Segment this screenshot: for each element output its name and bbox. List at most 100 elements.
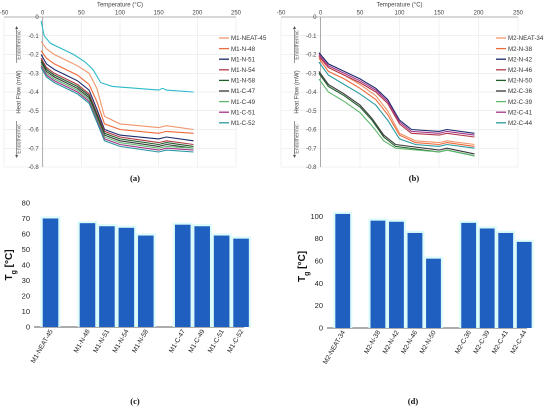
- series-line: [40, 50, 194, 134]
- y-tick-label: -0.7: [28, 146, 39, 152]
- legend-label: M1-NEAT-45: [231, 35, 267, 42]
- y-tick-label: -0.5: [28, 109, 39, 115]
- legend-label: M2-N-42: [508, 56, 533, 63]
- y-tick-label: 80: [315, 234, 323, 243]
- y-tick-label: 80: [22, 199, 30, 208]
- x-tick-label: -50: [0, 11, 9, 17]
- y-tick-label: 60: [22, 230, 30, 239]
- y-tick-label: -0.8: [306, 165, 317, 171]
- series-line: [40, 57, 194, 146]
- legend-label: M2-C-41: [508, 109, 533, 116]
- arrow-up-head: [15, 26, 19, 29]
- y-tick-label: -0.4: [28, 90, 39, 96]
- legend-label: M1-C-51: [231, 109, 256, 116]
- x-tick-label: M1-N-51: [92, 328, 111, 354]
- bar: [99, 226, 115, 327]
- legend-label: M2-C-39: [508, 99, 533, 106]
- x-axis-title: Temperature (°C): [376, 3, 422, 9]
- x-tick-label: -50: [277, 11, 286, 17]
- bar: [479, 228, 495, 328]
- x-tick-label: M1-N-54: [112, 328, 131, 354]
- endothermic-annotation: Endothermic: [295, 124, 301, 154]
- arrow-down-head: [15, 155, 19, 158]
- bar: [42, 218, 59, 327]
- legend-label: M1-C-49: [231, 99, 256, 106]
- panel-label: (a): [130, 173, 140, 183]
- bar: [516, 241, 532, 328]
- series-line: [40, 54, 194, 142]
- bar: [174, 224, 191, 327]
- series-line: [318, 56, 475, 138]
- legend-label: M1-N-48: [231, 46, 256, 53]
- panel-label: (d): [408, 396, 419, 406]
- x-axis-title: Temperature (°C): [97, 3, 143, 9]
- y-tick-label: 30: [22, 276, 30, 285]
- legend-label: M2-N-46: [508, 67, 533, 74]
- legend-label: M1-C-47: [231, 88, 256, 95]
- x-tick-label: M2-NEAT-34: [322, 329, 347, 365]
- series-line: [40, 20, 194, 93]
- y-axis-title: Heat Flow (mW): [17, 70, 23, 113]
- series-line: [318, 71, 475, 155]
- y-tick-label: -0.6: [28, 128, 39, 134]
- y-tick-label: 0: [319, 324, 323, 333]
- x-tick-label: 0: [41, 11, 45, 17]
- bar: [138, 235, 154, 327]
- x-tick-label: M1-C-47: [168, 328, 187, 354]
- legend-label: M1-N-51: [231, 56, 256, 63]
- legend-label: M1-N-58: [231, 78, 256, 85]
- x-tick-label: M1-C-52: [226, 328, 245, 354]
- bar: [213, 235, 230, 327]
- y-tick-label: 100: [310, 212, 323, 221]
- series-line: [40, 61, 194, 149]
- panel-a-dsc-chart: -50 0 50 100 150 200 250 Temperature (°C) 0 -0.1 -…: [0, 3, 267, 184]
- x-tick-label: 100: [394, 11, 405, 17]
- bar: [370, 220, 386, 328]
- bar: [461, 222, 477, 328]
- x-tick-label: 250: [231, 11, 242, 17]
- y-tick-label: 70: [22, 214, 30, 223]
- legend-label: M2-N-38: [508, 46, 533, 53]
- legend-label: M1-N-54: [231, 67, 256, 74]
- panel-label: (c): [130, 396, 140, 406]
- series-line: [40, 59, 194, 147]
- panel-c-bar-chart: 0 10 20 30 40 50 60 70 80 Tg [°C] M1-NEAT-45 M1-N-4…: [4, 199, 252, 406]
- arrow-down-head: [293, 155, 296, 158]
- y-axis-title: Tg [°C]: [297, 251, 311, 282]
- endothermic-annotation: Endothermic: [17, 30, 23, 60]
- x-tick-label: 250: [513, 11, 524, 17]
- y-tick-label: -0.3: [28, 71, 39, 77]
- x-tick-label: M2-N-38: [363, 329, 382, 355]
- y-tick-label: -0.5: [306, 109, 317, 115]
- x-tick-label: 50: [78, 11, 85, 17]
- x-tick-label: 200: [473, 11, 484, 17]
- y-tick-label: 50: [22, 245, 30, 254]
- x-tick-label: M2-N-50: [419, 329, 438, 355]
- y-tick-label: 0: [313, 15, 317, 21]
- y-tick-label: -0.3: [306, 71, 317, 77]
- y-tick-label: -0.8: [28, 165, 39, 171]
- endothermic-annotation: Endothermic: [295, 30, 301, 60]
- legend-label: M2-C-36: [508, 88, 533, 95]
- y-tick-label: -0.1: [28, 34, 39, 40]
- y-tick-label: 40: [315, 279, 323, 288]
- y-tick-label: 40: [22, 261, 30, 270]
- y-tick-label: -0.4: [306, 90, 317, 96]
- x-tick-label: M1-C-49: [188, 328, 207, 354]
- legend-label: M1-C-52: [231, 120, 256, 127]
- panel-b-dsc-chart: -50 0 50 100 150 200 250 Temperature (°C) 0 -0.1 -…: [277, 3, 544, 184]
- x-tick-label: M2-C-44: [510, 329, 529, 355]
- bar: [389, 221, 404, 328]
- series-line: [40, 41, 194, 131]
- y-tick-label: 0: [35, 15, 39, 21]
- y-axis-title: Heat Flow (mW): [295, 70, 301, 113]
- series-line: [40, 67, 194, 153]
- bar: [194, 226, 210, 327]
- y-tick-label: -0.2: [28, 53, 39, 59]
- bar: [118, 227, 135, 327]
- y-axis-title: Tg [°C]: [4, 249, 18, 280]
- series-line: [318, 52, 475, 134]
- y-tick-label: 0: [26, 323, 30, 332]
